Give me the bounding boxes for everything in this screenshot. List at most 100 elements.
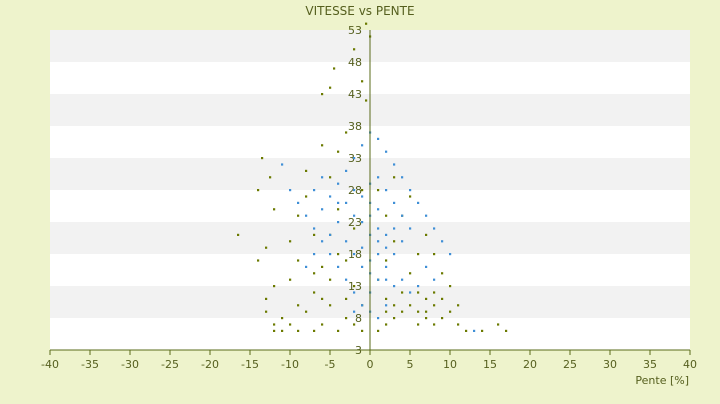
- data-point-blue: [321, 176, 324, 179]
- data-point-olive: [441, 317, 444, 320]
- data-point-blue: [393, 253, 396, 256]
- data-point-olive: [361, 80, 364, 83]
- data-point-blue: [353, 189, 356, 192]
- data-point-blue: [377, 208, 380, 211]
- data-point-olive: [409, 272, 412, 275]
- data-point-olive: [313, 233, 316, 236]
- data-point-blue: [345, 169, 348, 172]
- data-point-olive: [281, 317, 284, 320]
- y-tick-label: 23: [348, 216, 362, 229]
- data-point-blue: [449, 253, 452, 256]
- data-point-blue: [329, 233, 332, 236]
- data-point-blue: [313, 189, 316, 192]
- data-point-blue: [313, 227, 316, 230]
- data-point-blue: [377, 278, 380, 281]
- data-point-blue: [353, 214, 356, 217]
- data-point-olive: [269, 176, 272, 179]
- data-point-olive: [321, 265, 324, 268]
- data-point-olive: [425, 233, 428, 236]
- x-tick-label: 35: [643, 358, 657, 371]
- x-tick-label: -40: [41, 358, 59, 371]
- data-point-olive: [449, 285, 452, 288]
- data-point-blue: [385, 150, 388, 153]
- data-point-blue: [473, 329, 476, 332]
- data-point-olive: [393, 240, 396, 243]
- data-point-olive: [265, 310, 268, 313]
- data-point-olive: [273, 208, 276, 211]
- data-point-olive: [425, 317, 428, 320]
- x-tick-label: 15: [483, 358, 497, 371]
- data-point-olive: [401, 291, 404, 294]
- data-point-blue: [329, 253, 332, 256]
- data-point-olive: [497, 323, 500, 326]
- data-point-blue: [377, 253, 380, 256]
- chart-title: VITESSE vs PENTE: [305, 4, 414, 18]
- data-point-olive: [257, 259, 260, 262]
- data-point-blue: [425, 265, 428, 268]
- data-point-olive: [353, 323, 356, 326]
- data-point-olive: [425, 310, 428, 313]
- data-point-blue: [281, 163, 284, 166]
- data-point-olive: [321, 323, 324, 326]
- data-point-blue: [313, 253, 316, 256]
- y-tick-label: 48: [348, 56, 362, 69]
- data-point-blue: [417, 285, 420, 288]
- data-point-olive: [333, 67, 336, 70]
- data-point-blue: [329, 195, 332, 198]
- data-point-blue: [417, 201, 420, 204]
- data-point-blue: [377, 176, 380, 179]
- data-point-olive: [425, 297, 428, 300]
- data-point-olive: [345, 259, 348, 262]
- data-point-olive: [457, 323, 460, 326]
- data-point-olive: [385, 297, 388, 300]
- data-point-olive: [385, 259, 388, 262]
- data-point-olive: [345, 297, 348, 300]
- data-point-olive: [365, 22, 368, 25]
- data-point-olive: [385, 310, 388, 313]
- data-point-olive: [273, 323, 276, 326]
- data-point-olive: [409, 304, 412, 307]
- data-point-blue: [305, 214, 308, 217]
- data-point-blue: [321, 240, 324, 243]
- data-point-olive: [305, 169, 308, 172]
- data-point-olive: [401, 310, 404, 313]
- y-tick-label: 53: [348, 24, 362, 37]
- data-point-blue: [409, 291, 412, 294]
- data-point-blue: [361, 246, 364, 249]
- data-point-blue: [425, 214, 428, 217]
- data-point-blue: [385, 189, 388, 192]
- data-point-olive: [329, 176, 332, 179]
- data-point-olive: [297, 329, 300, 332]
- data-point-blue: [401, 176, 404, 179]
- data-point-blue: [385, 304, 388, 307]
- data-point-blue: [433, 227, 436, 230]
- data-point-olive: [345, 317, 348, 320]
- x-tick-label: 0: [367, 358, 374, 371]
- data-point-olive: [385, 214, 388, 217]
- x-tick-label: 40: [683, 358, 697, 371]
- data-point-olive: [313, 329, 316, 332]
- data-point-olive: [417, 310, 420, 313]
- data-point-olive: [353, 227, 356, 230]
- data-point-blue: [401, 240, 404, 243]
- data-point-olive: [345, 131, 348, 134]
- data-point-olive: [353, 48, 356, 51]
- data-point-olive: [297, 304, 300, 307]
- data-point-olive: [265, 297, 268, 300]
- data-point-olive: [433, 291, 436, 294]
- data-point-olive: [297, 259, 300, 262]
- data-point-olive: [457, 304, 460, 307]
- data-point-olive: [237, 233, 240, 236]
- data-point-blue: [337, 201, 340, 204]
- data-point-olive: [393, 176, 396, 179]
- data-point-olive: [449, 310, 452, 313]
- x-tick-label: -5: [325, 358, 336, 371]
- data-point-blue: [409, 227, 412, 230]
- data-point-olive: [265, 246, 268, 249]
- data-point-olive: [385, 323, 388, 326]
- x-tick-label: -25: [161, 358, 179, 371]
- data-point-blue: [289, 189, 292, 192]
- data-point-olive: [329, 86, 332, 89]
- data-point-olive: [361, 189, 364, 192]
